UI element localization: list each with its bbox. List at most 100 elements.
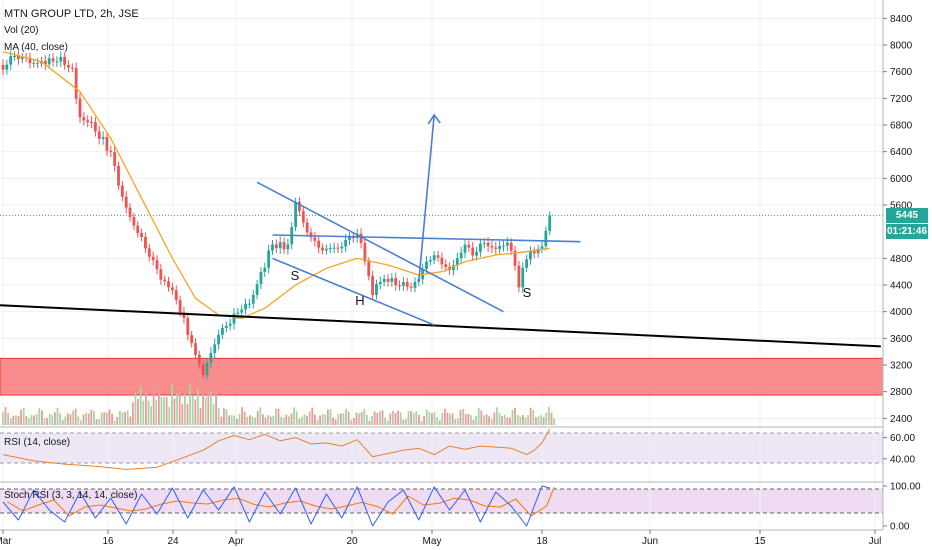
volume-bar [428,411,431,425]
volume-bar [100,412,103,425]
volume-bar [87,413,90,425]
volume-bar [436,417,438,425]
candle-body [144,236,147,249]
left-shoulder-label: S [291,268,300,283]
volume-bar [191,395,194,425]
time-axis-label: Apr [228,536,244,547]
candle-body [548,215,552,231]
candle-body [455,258,459,266]
candle-body [105,137,109,151]
volume-bar [262,414,264,425]
volume-bar [462,409,464,425]
price-axis-label: 5600 [890,201,913,212]
candle-body [402,282,405,286]
volume-bar [61,420,64,425]
volume-bar [246,416,249,425]
volume-bar [38,408,41,425]
stoch-axis-label: 0.00 [890,522,910,533]
volume-bar [324,414,327,425]
volume-bar [373,411,376,425]
candle-body [336,247,340,249]
candle-body [425,261,428,269]
volume-bar [269,416,272,425]
volume-bar [236,418,238,425]
volume-bar [386,420,389,425]
volume-bar [98,419,100,425]
stoch-k-line [2,485,550,527]
volume-bar [511,409,514,425]
volume-bar [202,393,204,425]
candle-body [109,150,113,153]
candle-body [248,303,251,305]
volume-bar [477,408,480,425]
candle-body [194,343,197,355]
volume-bar [95,419,98,425]
candle-body [440,257,444,265]
candle-body [282,242,286,250]
volume-bar [308,411,311,425]
volume-bar [366,414,368,425]
volume-bar [171,383,173,425]
candle-body [494,247,498,249]
candle-body [544,230,548,247]
volume-bar [150,406,152,425]
volume-bar [134,392,137,425]
volume-bar [498,412,501,425]
volume-bar [259,407,262,425]
volume-bar [56,407,59,425]
countdown-badge: 01:21:46 [886,224,928,239]
volume-bar [33,415,35,425]
volume-bar [334,419,337,425]
candle-body [259,271,263,285]
volume-bar [20,409,22,425]
candle-body [363,243,367,262]
candle-body [163,279,167,282]
candle-body [432,255,436,261]
volume-bar [350,419,353,425]
candle-body [174,290,178,300]
candle-body [540,246,544,249]
candle-body [467,244,471,248]
last-price-badge: 5445 [886,208,928,223]
candle-body [171,287,174,291]
candle-body [371,276,374,296]
volume-bar [267,415,269,425]
time-axis-label: 18 [536,536,548,547]
volume-bar [215,388,217,425]
time-axis-label: 15 [754,536,766,547]
volume-bar [402,419,405,425]
volume-bar [472,419,475,425]
volume-bar [483,415,485,425]
volume-bar [241,407,243,425]
volume-bar [80,420,82,425]
volume-bar [256,410,259,425]
candle-body [201,364,205,376]
volume-bar [243,411,246,425]
volume-bar [7,413,9,425]
symbol-title: MTN GROUP LTD, 2h, JSE [4,8,139,20]
volume-bar [412,413,415,425]
support-zone [0,357,884,396]
volume-bar [301,416,303,425]
volume-bar [228,415,230,425]
volume-bar [207,389,210,425]
rsi-legend: RSI (14, close) [4,437,71,448]
candle-body [298,201,301,212]
candle-body [82,117,86,121]
volume-bar [467,413,470,425]
price-axis-label: 4800 [890,254,913,265]
volume-bar [238,413,241,425]
candle-body [529,251,532,260]
volume-bar [106,412,108,425]
candle-body [344,239,348,247]
candle-body [348,237,351,240]
candle-body [471,247,475,256]
volume-bar [516,415,519,425]
volume-bar [41,410,43,425]
volume-bar [459,410,462,425]
volume-bar [22,408,25,425]
volume-bar [441,412,444,425]
candle-body [78,98,82,118]
volume-bar [210,392,212,425]
